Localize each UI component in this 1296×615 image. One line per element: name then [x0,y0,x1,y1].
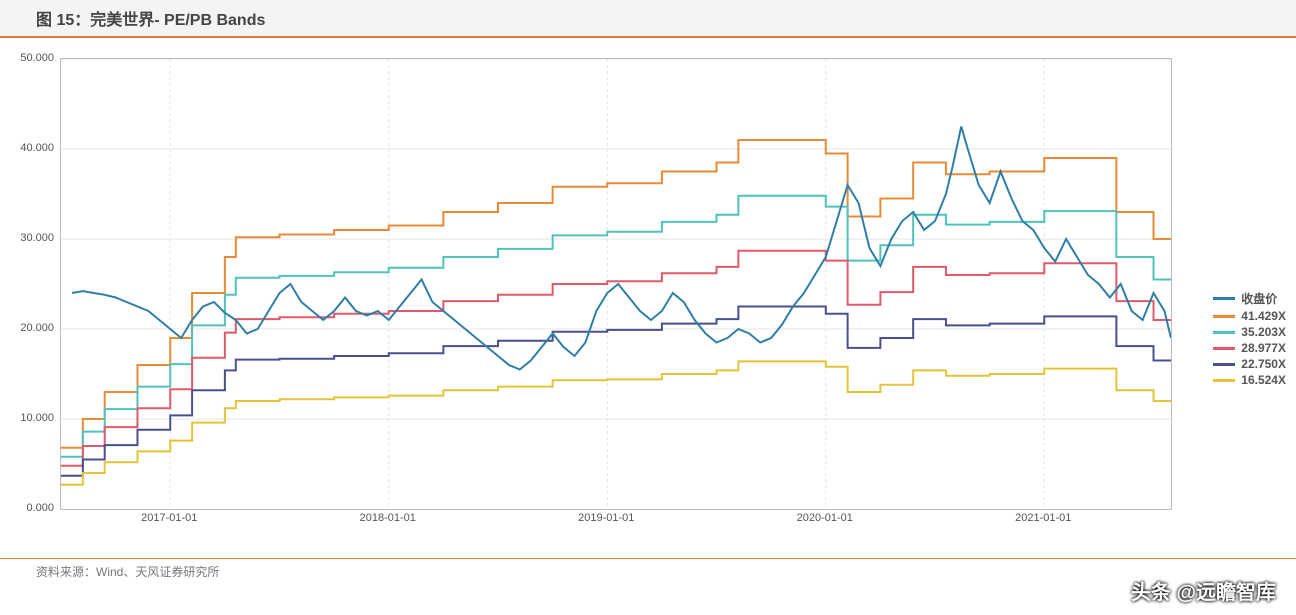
legend-swatch [1213,347,1235,350]
legend-item: 28.977X [1213,341,1286,355]
legend: 收盘价 41.429X 35.203X 28.977X 22.750X 16.524X [1213,288,1286,389]
y-tick-label: 10.000 [20,412,54,424]
legend-swatch [1213,363,1235,366]
legend-item: 41.429X [1213,309,1286,323]
y-tick-label: 50.000 [20,52,54,64]
y-tick-label: 30.000 [20,232,54,244]
chart-svg [61,59,1171,509]
band-b35 [61,196,1171,457]
x-axis-labels: 2017-01-01 2018-01-01 2019-01-01 2020-01-01… [60,512,1170,532]
x-tick-label: 2020-01-01 [797,512,853,524]
legend-item: 16.524X [1213,373,1286,387]
legend-swatch [1213,297,1235,300]
chart-container: 0.000 10.000 20.000 30.000 40.000 50.000 2017… [0,38,1296,558]
legend-label: 41.429X [1241,309,1286,323]
y-axis-labels: 0.00010.00020.00030.00040.00050.000 [0,58,58,508]
legend-swatch [1213,315,1235,318]
legend-label: 28.977X [1241,341,1286,355]
chart-title: 图 15：完美世界- PE/PB Bands [0,0,1296,36]
watermark: 头条 @远瞻智库 [1131,576,1276,605]
legend-item: 收盘价 [1213,290,1286,307]
y-tick-label: 0.000 [26,502,54,514]
legend-item: 22.750X [1213,357,1286,371]
x-tick-label: 2018-01-01 [360,512,416,524]
band-b16 [61,361,1171,484]
band-b29 [61,251,1171,466]
data-source: 资料来源：Wind、天风证券研究所 [0,559,1296,580]
legend-item: 35.203X [1213,325,1286,339]
legend-label: 22.750X [1241,357,1286,371]
x-tick-label: 2017-01-01 [141,512,197,524]
legend-label: 16.524X [1241,373,1286,387]
plot-area [60,58,1172,510]
y-tick-label: 20.000 [20,322,54,334]
x-tick-label: 2021-01-01 [1015,512,1071,524]
legend-label: 收盘价 [1241,290,1277,307]
legend-swatch [1213,379,1235,382]
legend-label: 35.203X [1241,325,1286,339]
x-tick-label: 2019-01-01 [578,512,634,524]
legend-swatch [1213,331,1235,334]
y-tick-label: 40.000 [20,142,54,154]
